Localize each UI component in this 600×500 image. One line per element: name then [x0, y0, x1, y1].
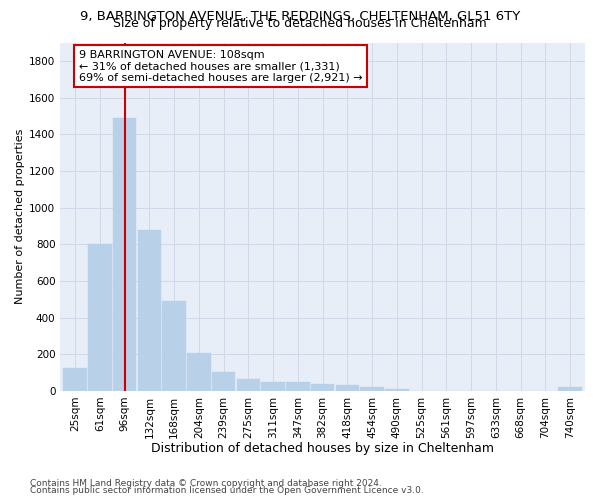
Bar — [212, 372, 235, 391]
Text: 9, BARRINGTON AVENUE, THE REDDINGS, CHELTENHAM, GL51 6TY: 9, BARRINGTON AVENUE, THE REDDINGS, CHEL… — [80, 10, 520, 23]
Bar — [385, 389, 409, 391]
Bar — [559, 387, 582, 391]
Text: Contains HM Land Registry data © Crown copyright and database right 2024.: Contains HM Land Registry data © Crown c… — [30, 478, 382, 488]
Bar — [137, 230, 161, 391]
Bar — [311, 384, 334, 391]
Bar — [335, 386, 359, 391]
Bar — [361, 387, 384, 391]
Bar — [262, 382, 285, 391]
X-axis label: Distribution of detached houses by size in Cheltenham: Distribution of detached houses by size … — [151, 442, 494, 455]
Bar — [113, 118, 136, 391]
Y-axis label: Number of detached properties: Number of detached properties — [15, 129, 25, 304]
Bar — [187, 354, 211, 391]
Text: 9 BARRINGTON AVENUE: 108sqm
← 31% of detached houses are smaller (1,331)
69% of : 9 BARRINGTON AVENUE: 108sqm ← 31% of det… — [79, 50, 362, 83]
Bar — [163, 301, 186, 391]
Bar — [88, 244, 112, 391]
Text: Size of property relative to detached houses in Cheltenham: Size of property relative to detached ho… — [113, 18, 487, 30]
Bar — [236, 379, 260, 391]
Bar — [286, 382, 310, 391]
Bar — [64, 368, 87, 391]
Text: Contains public sector information licensed under the Open Government Licence v3: Contains public sector information licen… — [30, 486, 424, 495]
